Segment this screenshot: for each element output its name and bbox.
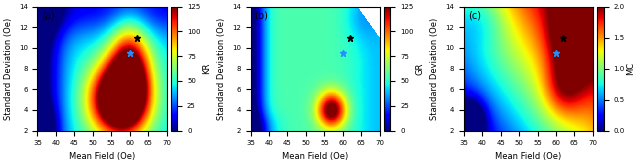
- X-axis label: Mean Field (Oe): Mean Field (Oe): [495, 152, 561, 161]
- Y-axis label: Standard Deviation (Oe): Standard Deviation (Oe): [4, 17, 13, 120]
- Y-axis label: GR: GR: [415, 62, 424, 75]
- Y-axis label: Standard Deviation (Oe): Standard Deviation (Oe): [218, 17, 227, 120]
- Y-axis label: MC: MC: [626, 62, 635, 75]
- Text: (b): (b): [255, 10, 268, 20]
- Text: (c): (c): [468, 10, 481, 20]
- X-axis label: Mean Field (Oe): Mean Field (Oe): [69, 152, 135, 161]
- X-axis label: Mean Field (Oe): Mean Field (Oe): [282, 152, 348, 161]
- Text: (a): (a): [42, 10, 55, 20]
- Y-axis label: Standard Deviation (Oe): Standard Deviation (Oe): [431, 17, 440, 120]
- Y-axis label: KR: KR: [202, 63, 211, 74]
